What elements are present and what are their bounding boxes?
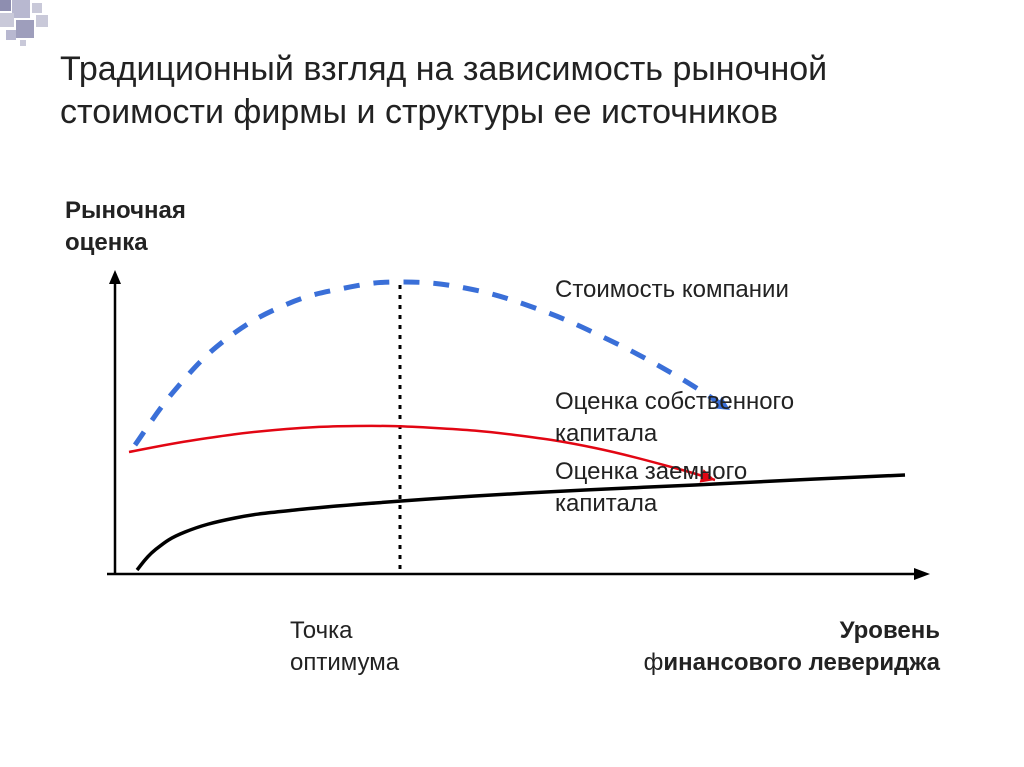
- label-equity-line1: Оценка собственного: [555, 386, 794, 418]
- x-label-leverage-line1: Уровень: [540, 615, 940, 647]
- chart-area: Стоимость компании Оценка собственного к…: [90, 270, 930, 605]
- y-axis-label-line2: оценка: [65, 227, 186, 259]
- corner-decoration: [0, 0, 200, 50]
- x-label-leverage: Уровень финансового левериджа: [540, 615, 940, 680]
- x-label-optimum-line1: Точка: [290, 615, 399, 647]
- y-axis-label-line1: Рыночная: [65, 195, 186, 227]
- x-label-optimum-line2: оптимума: [290, 647, 399, 679]
- y-axis-label: Рыночная оценка: [65, 195, 186, 260]
- slide-title: Традиционный взгляд на зависимость рыноч…: [60, 48, 984, 133]
- x-label-leverage-thin: ф: [644, 649, 664, 676]
- x-label-leverage-rest: инансового левериджа: [663, 649, 940, 676]
- label-equity: Оценка собственного капитала: [555, 386, 794, 451]
- label-debt: Оценка заемного капитала: [555, 456, 747, 521]
- label-company-value: Стоимость компании: [555, 274, 789, 306]
- label-debt-line1: Оценка заемного: [555, 456, 747, 488]
- x-label-leverage-line2: финансового левериджа: [540, 647, 940, 679]
- label-debt-line2: капитала: [555, 488, 747, 520]
- chart-svg: [90, 270, 930, 605]
- x-label-optimum: Точка оптимума: [290, 615, 399, 680]
- label-equity-line2: капитала: [555, 418, 794, 450]
